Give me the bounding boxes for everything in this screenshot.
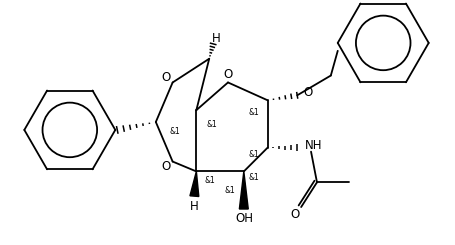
- Text: &1: &1: [206, 120, 217, 129]
- Text: O: O: [161, 71, 170, 84]
- Text: OH: OH: [235, 212, 253, 225]
- Text: H: H: [211, 32, 220, 46]
- Text: &1: &1: [204, 176, 215, 185]
- Text: O: O: [290, 208, 299, 221]
- Text: &1: &1: [248, 173, 259, 183]
- Text: &1: &1: [224, 186, 235, 195]
- Text: &1: &1: [248, 150, 259, 159]
- Text: O: O: [223, 68, 232, 81]
- Text: &1: &1: [248, 108, 259, 117]
- Text: &1: &1: [169, 127, 180, 136]
- Text: O: O: [303, 86, 312, 99]
- Polygon shape: [239, 172, 248, 209]
- Text: O: O: [161, 160, 170, 173]
- Text: NH: NH: [304, 139, 322, 152]
- Text: H: H: [190, 199, 198, 213]
- Polygon shape: [190, 172, 198, 196]
